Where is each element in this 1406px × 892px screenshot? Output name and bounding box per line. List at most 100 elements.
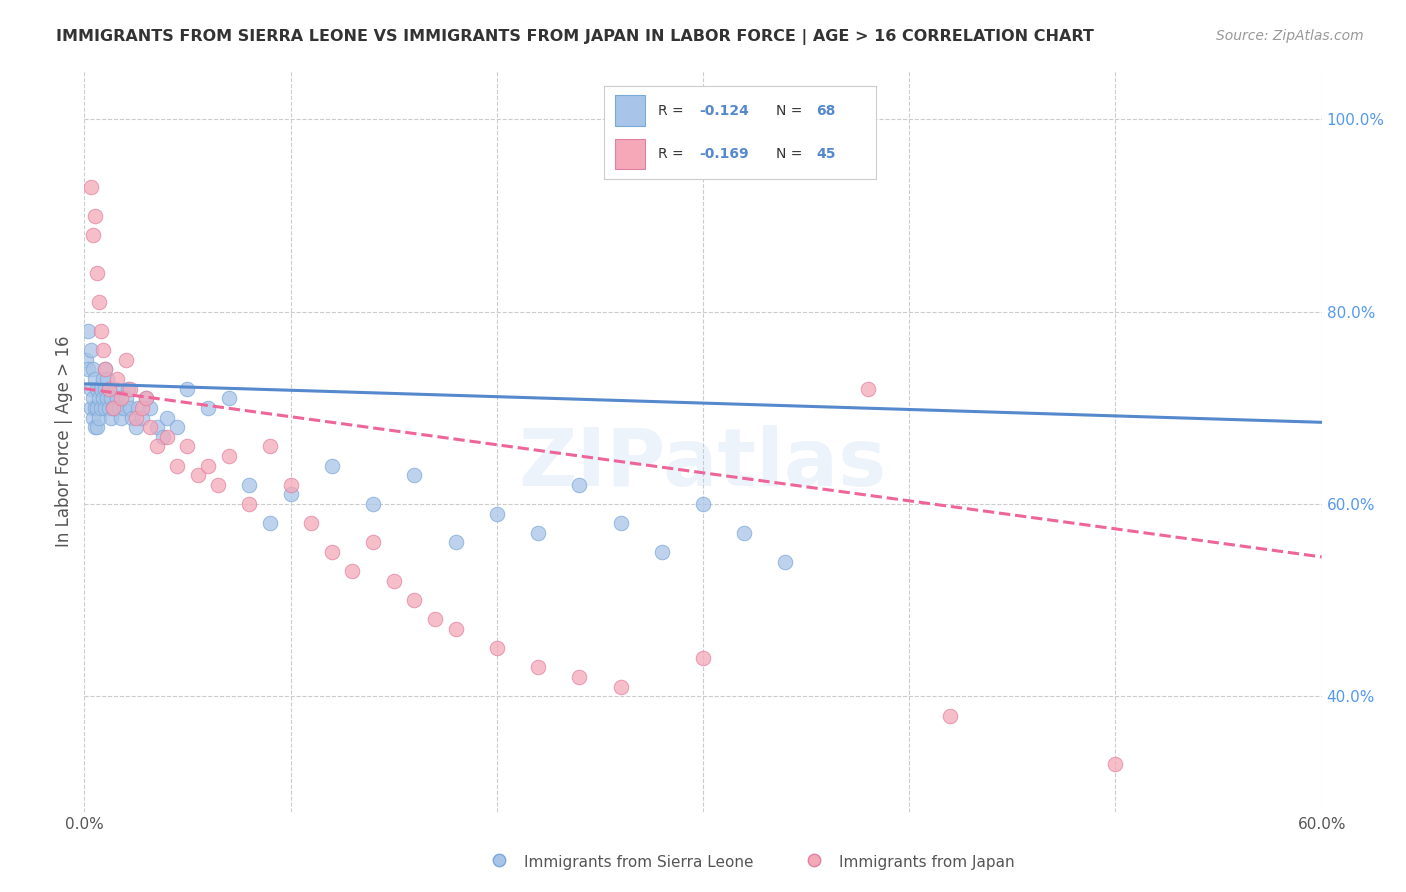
- Point: [127, 401, 149, 415]
- Point: [139, 420, 162, 434]
- Point: [382, 574, 405, 588]
- Point: [87, 391, 110, 405]
- Point: [77, 362, 100, 376]
- Point: [609, 680, 631, 694]
- Point: [104, 401, 127, 415]
- Point: [485, 641, 508, 656]
- Point: [96, 391, 118, 405]
- Point: [79, 382, 101, 396]
- Point: [527, 525, 550, 540]
- Point: [125, 410, 148, 425]
- Point: [90, 401, 112, 415]
- Point: [108, 401, 131, 415]
- Point: [79, 401, 101, 415]
- Point: [259, 439, 281, 453]
- Point: [321, 458, 343, 473]
- Point: [94, 362, 117, 376]
- Point: [299, 516, 322, 531]
- Point: [82, 362, 104, 376]
- Point: [404, 593, 426, 607]
- Point: [94, 382, 117, 396]
- Point: [87, 295, 110, 310]
- Point: [125, 420, 148, 434]
- Point: [87, 410, 110, 425]
- Point: [259, 516, 281, 531]
- Point: [118, 382, 141, 396]
- Point: [105, 372, 128, 386]
- Point: [692, 497, 714, 511]
- Point: [775, 555, 797, 569]
- Point: [404, 468, 426, 483]
- Point: [83, 372, 105, 386]
- Text: Immigrants from Sierra Leone: Immigrants from Sierra Leone: [523, 855, 754, 870]
- Point: [207, 478, 229, 492]
- Point: [110, 391, 132, 405]
- Point: [238, 497, 260, 511]
- Point: [94, 362, 117, 376]
- Point: [166, 420, 188, 434]
- Point: [112, 401, 135, 415]
- Point: [114, 391, 136, 405]
- Point: [100, 391, 122, 405]
- Point: [152, 430, 174, 444]
- Point: [86, 420, 108, 434]
- Point: [280, 487, 302, 501]
- Point: [176, 439, 198, 453]
- Point: [104, 382, 127, 396]
- Point: [75, 352, 97, 367]
- Point: [145, 420, 167, 434]
- Point: [79, 343, 101, 358]
- Point: [77, 324, 100, 338]
- Point: [485, 507, 508, 521]
- Point: [692, 651, 714, 665]
- Point: [135, 391, 157, 405]
- Point: [423, 612, 446, 626]
- Point: [82, 410, 104, 425]
- Point: [86, 401, 108, 415]
- Point: [361, 535, 384, 549]
- Point: [117, 382, 139, 396]
- Point: [197, 458, 219, 473]
- Y-axis label: In Labor Force | Age > 16: In Labor Force | Age > 16: [55, 335, 73, 548]
- Point: [110, 410, 132, 425]
- Point: [98, 401, 121, 415]
- Point: [342, 565, 364, 579]
- Point: [118, 401, 141, 415]
- Text: IMMIGRANTS FROM SIERRA LEONE VS IMMIGRANTS FROM JAPAN IN LABOR FORCE | AGE > 16 : IMMIGRANTS FROM SIERRA LEONE VS IMMIGRAN…: [56, 29, 1094, 45]
- Point: [98, 382, 121, 396]
- Point: [527, 660, 550, 674]
- Point: [114, 352, 136, 367]
- Point: [91, 343, 114, 358]
- Point: [86, 382, 108, 396]
- Point: [83, 209, 105, 223]
- Point: [103, 401, 125, 415]
- Point: [91, 372, 114, 386]
- Point: [156, 430, 179, 444]
- Point: [321, 545, 343, 559]
- Point: [939, 708, 962, 723]
- Point: [609, 516, 631, 531]
- Point: [90, 382, 112, 396]
- Text: ZIPatlas: ZIPatlas: [519, 425, 887, 503]
- Point: [733, 525, 755, 540]
- Point: [361, 497, 384, 511]
- Point: [103, 401, 125, 415]
- Point: [121, 410, 143, 425]
- Point: [176, 382, 198, 396]
- Point: [100, 410, 122, 425]
- Point: [91, 391, 114, 405]
- Point: [131, 401, 153, 415]
- Point: [145, 439, 167, 453]
- Point: [1104, 756, 1126, 771]
- Point: [218, 449, 240, 463]
- Point: [105, 391, 128, 405]
- Point: [651, 545, 673, 559]
- Point: [218, 391, 240, 405]
- Point: [135, 391, 157, 405]
- Point: [444, 535, 467, 549]
- Point: [83, 401, 105, 415]
- Point: [197, 401, 219, 415]
- Point: [156, 410, 179, 425]
- Point: [98, 382, 121, 396]
- Point: [856, 382, 879, 396]
